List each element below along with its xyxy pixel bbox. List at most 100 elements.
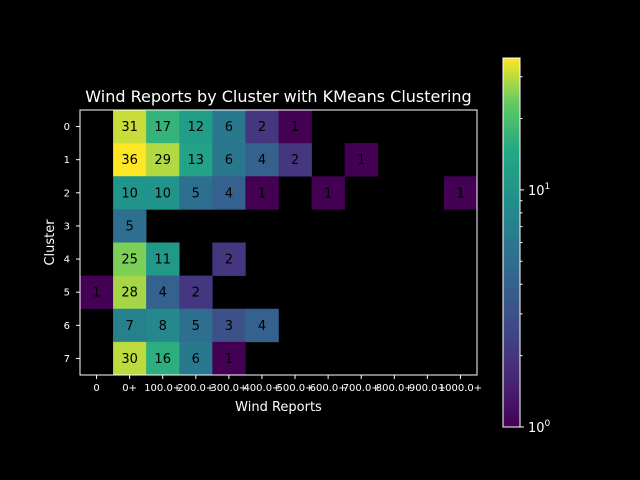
heatmap-cell (113, 341, 147, 376)
y-axis: 0 1 2 3 4 5 6 7 (64, 122, 80, 365)
cell-value-label: 10 (121, 186, 138, 201)
heatmap-cell (113, 110, 147, 144)
cell-value-label: 3 (225, 319, 233, 334)
heatmap-cell (212, 176, 246, 210)
cell-value-label: 1 (357, 153, 365, 168)
cell-value-label: 4 (159, 286, 167, 301)
heatmap-cell (146, 143, 180, 177)
heatmap-cell (344, 143, 379, 177)
colorbar-tick-exponent: 1 (545, 182, 551, 192)
heatmap-cell (113, 176, 147, 210)
heatmap-cell (443, 176, 478, 210)
plot-frame (79, 109, 478, 376)
heatmap-cell (179, 176, 213, 210)
x-tick-label: 600.0+ (310, 383, 347, 394)
cell-value-label: 8 (159, 319, 167, 334)
heatmap-cell (212, 341, 246, 376)
heatmap-cell (245, 110, 279, 144)
heatmap-cell (113, 242, 147, 276)
x-tick-label: 300.0+ (210, 383, 247, 394)
heatmap-cell (212, 110, 246, 144)
cell-value-label: 5 (192, 319, 200, 334)
heatmap-cell (113, 143, 147, 177)
y-tick-label: 5 (64, 288, 70, 299)
cell-value-label: 2 (291, 153, 299, 168)
cell-value-label: 1 (225, 352, 233, 367)
cell-value-label: 7 (125, 319, 133, 334)
y-tick-label: 3 (64, 221, 70, 232)
y-tick-label: 4 (64, 255, 70, 266)
heatmap-cell (278, 143, 312, 177)
cell-value-label: 36 (121, 153, 138, 168)
heatmap-cell (179, 143, 213, 177)
heatmap-cell (113, 275, 147, 310)
y-tick-label: 1 (64, 155, 70, 166)
heatmap-cell (146, 176, 180, 210)
cell-value-label: 30 (121, 352, 138, 367)
heatmap-cell (212, 308, 246, 343)
y-axis-label: Cluster (43, 219, 58, 266)
heatmap-cell (179, 110, 213, 144)
heatmap-cell (278, 110, 312, 144)
x-axis-label: Wind Reports (235, 400, 322, 415)
heatmap-cell (245, 143, 279, 177)
x-tick-label: 0 (93, 383, 99, 394)
x-tick-label: 100.0+ (144, 383, 181, 394)
cell-value-label: 6 (225, 153, 233, 168)
y-tick-label: 7 (64, 354, 70, 365)
cell-value-label: 2 (225, 253, 233, 268)
heatmap-cell (179, 341, 213, 376)
heatmap-cell (212, 242, 246, 276)
cell-value-label: 12 (188, 120, 205, 135)
cell-value-label: 2 (192, 286, 200, 301)
cell-value-label: 10 (154, 186, 171, 201)
cell-value-label: 5 (125, 219, 133, 234)
cell-value-label: 4 (258, 153, 266, 168)
cell-value-label: 5 (192, 186, 200, 201)
heatmap-cell (113, 308, 147, 343)
cell-value-label: 28 (121, 286, 138, 301)
cell-value-label: 17 (154, 120, 171, 135)
heatmap-cell (146, 341, 180, 376)
cell-value-label: 1 (324, 186, 332, 201)
x-tick-label: 800.0+ (376, 383, 413, 394)
heatmap-cell (146, 308, 180, 343)
x-tick-label: 500.0+ (277, 383, 314, 394)
x-tick-label: 900.0+ (409, 383, 446, 394)
colorbar-tick-label: 100 (528, 419, 551, 436)
y-tick-label: 6 (64, 321, 70, 332)
cell-value-label: 1 (456, 186, 464, 201)
y-tick-label: 2 (64, 188, 70, 199)
cell-value-label: 1 (291, 120, 299, 135)
cell-value-label: 1 (258, 186, 266, 201)
x-tick-label: 1000.0+ (439, 383, 482, 394)
x-tick-label: 400.0+ (243, 383, 280, 394)
x-axis: 0 0+ 100.0+200.0+300.0+400.0+500.0+600.0+7… (93, 375, 482, 394)
heatmap-cell (179, 275, 213, 310)
colorbar-tick-label: 101 (528, 182, 550, 199)
x-tick-label: 700.0+ (343, 383, 380, 394)
cell-value-label: 31 (121, 120, 138, 135)
x-tick-label: 0+ (122, 383, 137, 394)
colorbar (502, 57, 521, 428)
heatmap-cell (212, 143, 246, 177)
x-tick-label: 200.0+ (177, 383, 214, 394)
cell-value-label: 4 (258, 319, 266, 334)
cell-value-label: 1 (92, 286, 100, 301)
y-tick-label: 0 (64, 122, 70, 133)
heatmap-cell (146, 110, 180, 144)
heatmap-cell (179, 308, 213, 343)
cell-value-label: 11 (154, 253, 171, 268)
cell-value-label: 16 (154, 352, 171, 367)
cell-value-label: 25 (121, 253, 138, 268)
chart-title: Wind Reports by Cluster with KMeans Clus… (85, 87, 471, 106)
heatmap-cell (146, 275, 180, 310)
heatmap-cell (146, 242, 180, 276)
heatmap-cell (245, 308, 279, 343)
heatmap-cell (113, 209, 147, 243)
cell-value-label: 29 (154, 153, 171, 168)
heatmap-cell (311, 176, 345, 210)
cell-value-label: 6 (192, 352, 200, 367)
